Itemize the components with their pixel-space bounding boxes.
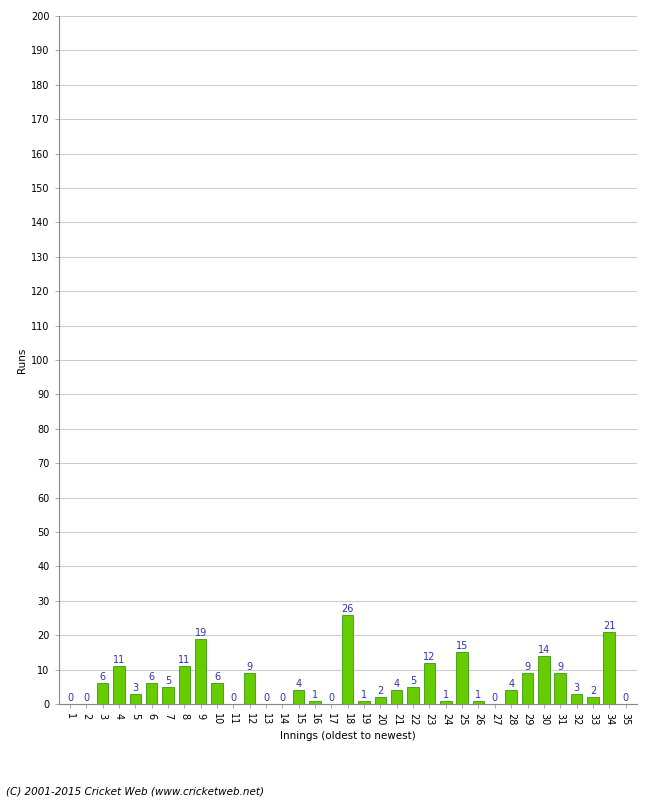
Text: 0: 0: [280, 693, 285, 703]
Text: 1: 1: [312, 690, 318, 699]
Bar: [456, 653, 468, 704]
Text: 19: 19: [194, 628, 207, 638]
Bar: [162, 686, 174, 704]
Text: 4: 4: [296, 679, 302, 690]
Text: 0: 0: [492, 693, 498, 703]
Bar: [179, 666, 190, 704]
Text: 9: 9: [557, 662, 564, 672]
Text: 9: 9: [525, 662, 530, 672]
Bar: [195, 638, 207, 704]
Bar: [374, 697, 386, 704]
Bar: [571, 694, 582, 704]
Text: 11: 11: [178, 655, 190, 665]
Text: 12: 12: [423, 652, 436, 662]
Bar: [97, 683, 109, 704]
Bar: [554, 673, 566, 704]
Bar: [113, 666, 125, 704]
Bar: [391, 690, 402, 704]
Text: 0: 0: [623, 693, 629, 703]
Text: 5: 5: [165, 676, 171, 686]
Text: 21: 21: [603, 621, 616, 630]
Bar: [522, 673, 533, 704]
Text: 3: 3: [132, 682, 138, 693]
Bar: [129, 694, 141, 704]
Text: 4: 4: [508, 679, 514, 690]
Text: 9: 9: [246, 662, 253, 672]
Text: 0: 0: [230, 693, 237, 703]
Bar: [538, 656, 549, 704]
Bar: [342, 614, 354, 704]
Text: 5: 5: [410, 676, 416, 686]
Bar: [408, 686, 419, 704]
Bar: [603, 632, 615, 704]
Text: 1: 1: [443, 690, 449, 699]
Bar: [506, 690, 517, 704]
Text: 0: 0: [263, 693, 269, 703]
Text: 1: 1: [361, 690, 367, 699]
Bar: [309, 701, 321, 704]
Text: 3: 3: [573, 682, 580, 693]
Text: 26: 26: [341, 603, 354, 614]
Bar: [293, 690, 304, 704]
Text: (C) 2001-2015 Cricket Web (www.cricketweb.net): (C) 2001-2015 Cricket Web (www.cricketwe…: [6, 786, 265, 796]
Text: 11: 11: [113, 655, 125, 665]
X-axis label: Innings (oldest to newest): Innings (oldest to newest): [280, 731, 415, 741]
Text: 0: 0: [67, 693, 73, 703]
Bar: [473, 701, 484, 704]
Y-axis label: Runs: Runs: [17, 347, 27, 373]
Bar: [440, 701, 452, 704]
Text: 6: 6: [149, 672, 155, 682]
Bar: [244, 673, 255, 704]
Text: 2: 2: [590, 686, 596, 696]
Text: 0: 0: [83, 693, 89, 703]
Text: 1: 1: [475, 690, 482, 699]
Bar: [424, 662, 436, 704]
Text: 6: 6: [214, 672, 220, 682]
Bar: [211, 683, 223, 704]
Bar: [358, 701, 370, 704]
Text: 14: 14: [538, 645, 550, 655]
Bar: [587, 697, 599, 704]
Bar: [146, 683, 157, 704]
Text: 15: 15: [456, 642, 469, 651]
Text: 4: 4: [394, 679, 400, 690]
Text: 0: 0: [328, 693, 335, 703]
Text: 6: 6: [99, 672, 106, 682]
Text: 2: 2: [377, 686, 384, 696]
